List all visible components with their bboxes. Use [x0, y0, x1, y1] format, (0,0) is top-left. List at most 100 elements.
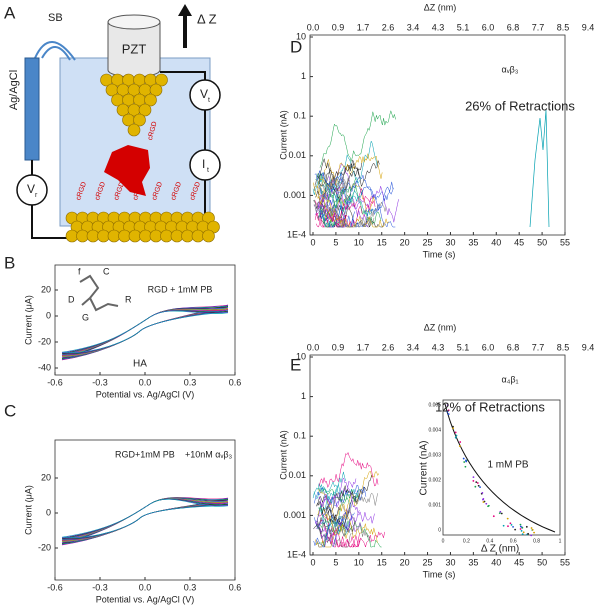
- y-tick-label: 0: [46, 507, 51, 517]
- y-tick-label: 0.001: [283, 190, 306, 200]
- inset-point: [447, 409, 450, 412]
- sphere: [170, 229, 184, 243]
- x-tick-label: -0.3: [92, 377, 108, 387]
- x-tick-label: 0: [310, 237, 315, 247]
- x-tick-label: 35: [468, 237, 478, 247]
- traces: [61, 109, 556, 548]
- label: V: [27, 182, 35, 196]
- top-tick-label: 0.9: [332, 22, 345, 32]
- atom-label: G: [82, 312, 89, 322]
- x-tick-label: 50: [537, 237, 547, 247]
- gold-spheres: [65, 73, 220, 243]
- inset-point: [474, 485, 477, 488]
- sphere: [149, 229, 163, 243]
- retraction-trace: [319, 157, 380, 202]
- panel-label: A: [4, 3, 16, 22]
- inset-point: [509, 522, 512, 525]
- retraction-trace: [318, 477, 360, 515]
- inset-point: [507, 525, 509, 528]
- label: V: [200, 87, 208, 101]
- sphere: [97, 229, 110, 243]
- x-tick-label: 0.6: [510, 538, 517, 544]
- retraction-trace: [320, 492, 372, 543]
- x-tick-label: 0.6: [229, 582, 242, 592]
- top-tick-label: 0.0: [307, 342, 320, 352]
- sphere: [107, 229, 121, 243]
- sphere: [191, 229, 205, 243]
- retraction-trace: [313, 480, 342, 502]
- y-tick-label: 0.01: [288, 150, 306, 160]
- y-axis-label: Current (nA): [278, 110, 288, 160]
- top-tick-label: 6.0: [482, 342, 495, 352]
- inset-point: [499, 510, 502, 513]
- retraction-trace: [317, 153, 383, 190]
- top-tick-label: 1.7: [357, 22, 370, 32]
- retraction-trace: [313, 512, 355, 548]
- sphere: [65, 229, 79, 243]
- legend: +10nM αᵥβ₃: [185, 449, 233, 459]
- top-tick-label: 4.3: [432, 342, 445, 352]
- retraction-trace: [319, 109, 396, 168]
- retraction-trace: [317, 201, 347, 228]
- annotation: 12% of Retractions: [435, 399, 545, 414]
- panel-label: D: [290, 37, 302, 56]
- x-tick-label: 15: [377, 557, 387, 567]
- inset-point: [446, 404, 449, 407]
- y-tick-label: 0.003: [428, 452, 441, 458]
- atom-label: D: [68, 294, 75, 304]
- annotation: HA: [133, 359, 147, 370]
- schematic: [16, 4, 221, 243]
- x-tick-label: 0.0: [139, 377, 152, 387]
- sphere: [127, 123, 141, 137]
- arrow-head: [178, 4, 192, 16]
- inset-point: [506, 517, 509, 520]
- inset-point: [446, 411, 449, 413]
- x-tick-label: 0.4: [486, 538, 493, 544]
- y-tick-label: 0.001: [283, 510, 306, 520]
- inset-point: [454, 431, 457, 434]
- inset-point: [521, 533, 524, 536]
- top-tick-label: 0.9: [332, 342, 345, 352]
- retraction-trace: [316, 496, 350, 534]
- retraction-trace: [315, 511, 375, 545]
- circle-vt: [189, 79, 221, 111]
- inset-point: [472, 480, 475, 482]
- retraction-trace: [318, 489, 378, 543]
- x-tick-label: 10: [354, 557, 364, 567]
- panel-label: C: [4, 401, 16, 420]
- inset-point: [500, 512, 503, 515]
- x-tick-label: 0.2: [463, 538, 470, 544]
- x-axis-label: Δ Z (nm): [481, 544, 519, 555]
- inset-point: [530, 534, 533, 537]
- x-tick-label: 35: [468, 557, 478, 567]
- retraction-trace: [319, 471, 347, 513]
- retraction-trace: [313, 506, 341, 535]
- x-tick-label: 0: [310, 557, 315, 567]
- sphere: [202, 229, 215, 243]
- inset-point: [514, 528, 517, 531]
- inset-point: [512, 525, 514, 528]
- x-tick-label: 55: [560, 557, 570, 567]
- y-tick-label: -20: [38, 336, 51, 346]
- inset-point: [481, 492, 484, 494]
- top-tick-label: 8.5: [557, 22, 570, 32]
- retraction-trace: [317, 527, 352, 548]
- x-axis-label: Time (s): [423, 569, 456, 579]
- label: PZT: [122, 41, 147, 56]
- sphere: [149, 83, 163, 97]
- x-tick-label: -0.6: [47, 377, 63, 387]
- retraction-trace: [316, 475, 372, 514]
- retraction-trace: [317, 162, 363, 187]
- inset-point: [522, 531, 525, 534]
- cv-trace: [61, 310, 229, 353]
- inset-point: [475, 481, 478, 484]
- inset-point: [521, 526, 524, 529]
- top-tick-label: 2.6: [382, 22, 395, 32]
- frames: [54, 34, 566, 581]
- plot-c: [54, 439, 236, 581]
- x-axis-label: Potential vs. Ag/AgCl (V): [96, 389, 195, 399]
- x-tick-label: 50: [537, 557, 547, 567]
- legend: RGD + 1mM PB: [148, 284, 213, 294]
- x-tick-label: 45: [514, 557, 524, 567]
